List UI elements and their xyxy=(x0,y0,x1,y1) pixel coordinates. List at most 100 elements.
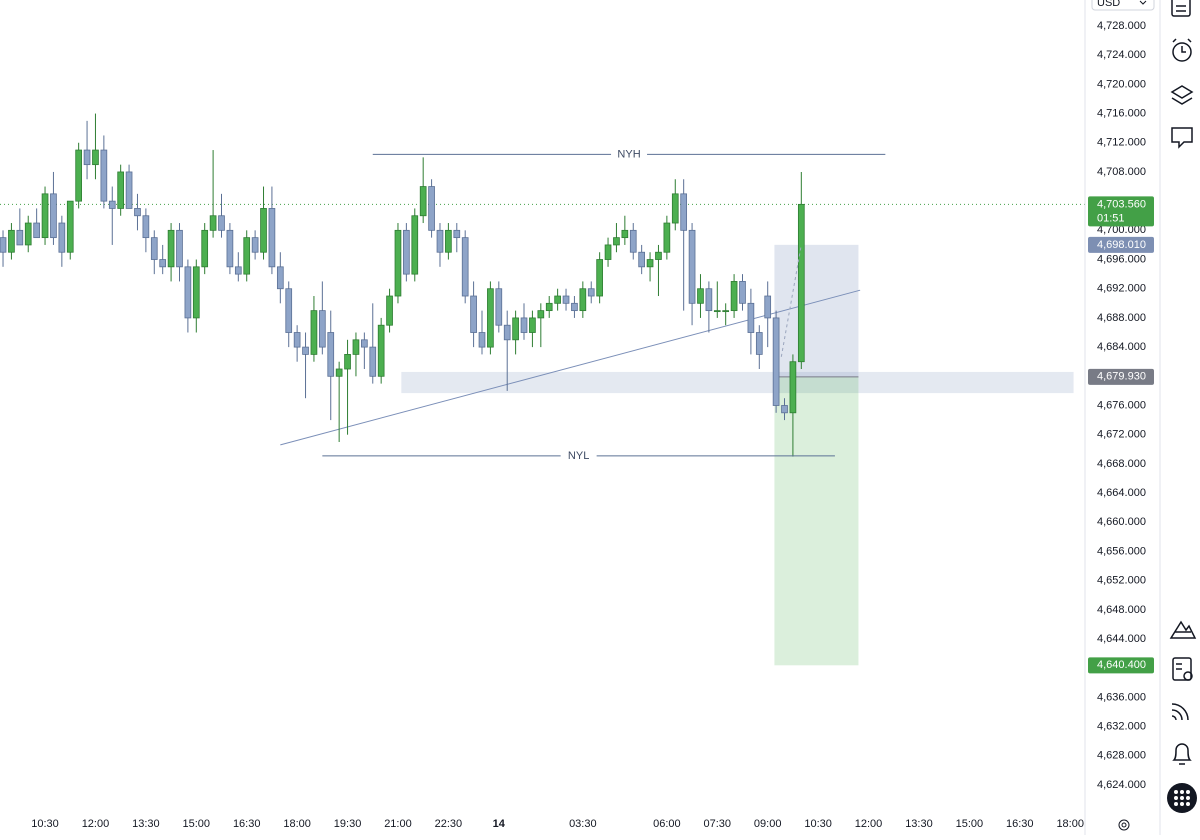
y-tick-label: 4,636.000 xyxy=(1097,691,1146,703)
candle-body xyxy=(797,203,805,363)
candle-body xyxy=(470,295,477,333)
candle-body xyxy=(730,281,738,312)
candle-body xyxy=(293,332,301,348)
candle-body xyxy=(705,288,713,312)
candle-body xyxy=(352,339,360,355)
candle-body xyxy=(554,295,561,304)
x-tick-label: 19:30 xyxy=(334,818,362,830)
y-tick-label: 4,656.000 xyxy=(1097,545,1146,557)
price-label-box xyxy=(1088,657,1154,674)
x-tick-label: 13:30 xyxy=(905,818,933,830)
x-tick-label: 07:30 xyxy=(704,818,732,830)
layers-icon[interactable] xyxy=(1170,85,1194,105)
price-label: 4,703.560 xyxy=(1097,198,1146,210)
candle-body xyxy=(487,288,494,348)
candle-body xyxy=(747,302,755,333)
notifications-icon[interactable] xyxy=(1172,743,1192,765)
x-tick-label: 14 xyxy=(493,818,506,830)
currency-button[interactable] xyxy=(1091,0,1155,11)
candle-body xyxy=(755,332,763,355)
x-tick-label: 10:30 xyxy=(804,818,832,830)
y-tick-label: 4,684.000 xyxy=(1097,341,1146,353)
candle-body xyxy=(537,310,545,319)
candle-body xyxy=(419,186,427,217)
x-tick-label: 10:30 xyxy=(31,818,59,830)
calendar-icon[interactable] xyxy=(1172,657,1193,681)
candle-body xyxy=(386,295,393,326)
alerts-icon[interactable] xyxy=(1172,38,1192,62)
candle-body xyxy=(428,186,435,231)
y-tick-label: 4,672.000 xyxy=(1097,429,1146,441)
candle-body xyxy=(310,310,318,355)
stop-area xyxy=(774,376,859,666)
candle-body xyxy=(234,266,242,275)
candle-body xyxy=(276,266,284,290)
settings-icon[interactable] xyxy=(1118,819,1130,831)
candle-body xyxy=(268,208,276,268)
y-tick-label: 4,712.000 xyxy=(1097,137,1146,149)
news-icon[interactable] xyxy=(1171,703,1189,721)
y-tick-label: 4,696.000 xyxy=(1097,253,1146,265)
y-tick-label: 4,728.000 xyxy=(1097,20,1146,32)
y-tick-label: 4,632.000 xyxy=(1097,721,1146,733)
currency[interactable]: USD xyxy=(1097,0,1120,9)
y-tick-label: 4,648.000 xyxy=(1097,604,1146,616)
y-tick-label: 4,700.000 xyxy=(1097,224,1146,236)
zone xyxy=(401,371,1074,394)
x-tick-label: 16:30 xyxy=(233,818,261,830)
candle-body xyxy=(16,229,24,246)
candle-body xyxy=(92,149,99,166)
candle-body xyxy=(638,251,645,268)
candle-body xyxy=(41,193,49,239)
y-tick-label: 4,628.000 xyxy=(1097,750,1146,762)
level-label: NYL xyxy=(568,450,589,462)
watchlist-icon[interactable] xyxy=(1171,0,1191,17)
level-label: NYH xyxy=(617,148,640,160)
candle-body xyxy=(377,324,385,377)
price-label: 4,698.010 xyxy=(1097,239,1146,251)
x-tick-label: 15:00 xyxy=(956,818,984,830)
price-label: 4,679.930 xyxy=(1097,371,1146,383)
candle-body xyxy=(159,259,167,268)
y-tick-label: 4,676.000 xyxy=(1097,399,1146,411)
candle-body xyxy=(596,259,603,297)
candle-body xyxy=(461,237,469,297)
candle-body xyxy=(142,215,150,239)
apps-grid xyxy=(1174,790,1190,806)
candle-body xyxy=(781,405,788,414)
target-area xyxy=(774,244,859,377)
y-tick-label: 4,716.000 xyxy=(1097,107,1146,119)
candle-body xyxy=(579,288,587,312)
x-tick-label: 06:00 xyxy=(653,818,681,830)
price-label-box xyxy=(1088,236,1154,253)
candle-body xyxy=(629,229,637,253)
ideas-icon[interactable] xyxy=(1169,620,1197,639)
candle-body xyxy=(134,208,141,217)
candle-body xyxy=(520,317,528,333)
candle-body xyxy=(108,200,116,209)
plot-area: NYH NYL xyxy=(0,113,1085,666)
candle-body xyxy=(571,302,578,312)
candle-body xyxy=(184,266,192,319)
candle-body xyxy=(403,229,410,275)
candle-body xyxy=(503,324,511,341)
candle-body xyxy=(529,317,536,333)
x-tick-label: 18:00 xyxy=(1056,818,1084,830)
candle-body xyxy=(117,171,125,209)
y-tick-label: 4,692.000 xyxy=(1097,283,1146,295)
candle-body xyxy=(772,317,780,406)
candle-body xyxy=(335,368,343,377)
toolbar xyxy=(1169,0,1197,765)
chat-icon[interactable] xyxy=(1171,127,1193,149)
candle-body xyxy=(512,317,519,341)
candle-body xyxy=(394,229,402,297)
x-tick-label: 18:00 xyxy=(283,818,311,830)
candle-body xyxy=(201,229,209,268)
candle-body xyxy=(8,229,15,253)
candle-body xyxy=(663,222,671,253)
candle-body xyxy=(100,149,108,202)
projection-line xyxy=(780,244,802,357)
y-tick-label: 4,708.000 xyxy=(1097,166,1146,178)
x-tick-label: 12:00 xyxy=(82,818,110,830)
